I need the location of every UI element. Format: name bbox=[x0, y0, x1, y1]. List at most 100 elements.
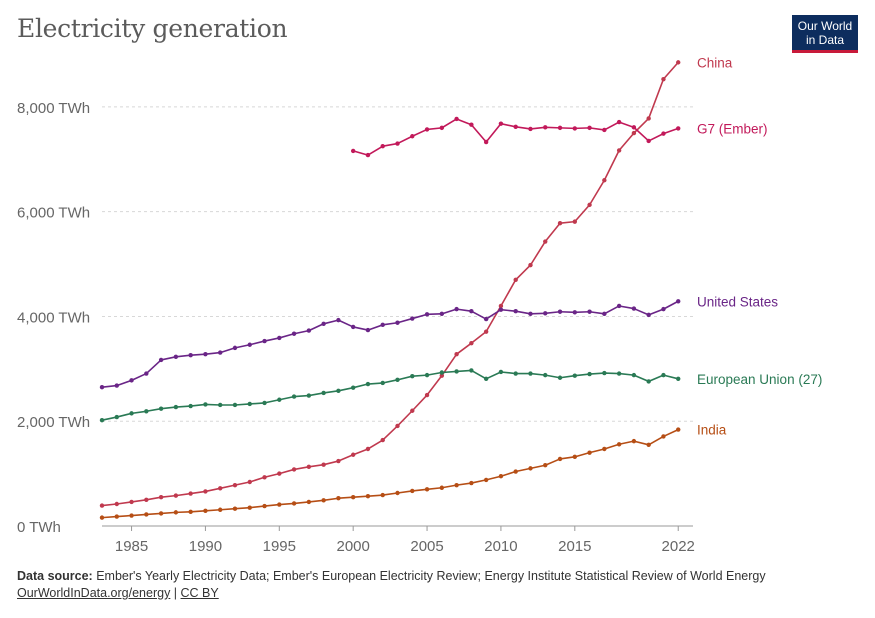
data-point bbox=[380, 437, 385, 443]
data-point bbox=[557, 375, 563, 380]
data-point bbox=[528, 371, 533, 376]
data-point bbox=[395, 423, 400, 429]
data-point bbox=[483, 477, 489, 483]
data-point bbox=[144, 409, 149, 414]
data-point bbox=[602, 178, 607, 183]
data-point bbox=[513, 371, 518, 376]
data-point bbox=[350, 324, 356, 330]
data-point bbox=[336, 388, 341, 394]
data-point bbox=[439, 311, 445, 317]
data-point bbox=[203, 489, 208, 494]
data-point bbox=[247, 401, 252, 407]
data-point bbox=[188, 491, 193, 496]
data-point bbox=[616, 119, 622, 125]
data-point bbox=[262, 400, 267, 406]
data-point bbox=[350, 494, 356, 500]
data-point bbox=[557, 221, 563, 226]
data-point bbox=[173, 493, 179, 498]
series-group bbox=[99, 60, 681, 520]
data-point bbox=[350, 148, 356, 154]
data-point bbox=[144, 497, 149, 503]
x-tick-label: 2000 bbox=[336, 538, 369, 555]
license-link[interactable]: CC BY bbox=[180, 586, 219, 600]
data-point bbox=[350, 452, 356, 457]
logo-line-2: in Data bbox=[805, 33, 845, 47]
data-point bbox=[498, 474, 504, 479]
data-point bbox=[144, 371, 149, 376]
data-point bbox=[528, 126, 533, 132]
data-point bbox=[203, 508, 208, 514]
data-point bbox=[114, 501, 119, 507]
data-point bbox=[454, 306, 459, 312]
data-point bbox=[439, 373, 445, 378]
data-point bbox=[469, 480, 474, 486]
data-point bbox=[469, 122, 474, 127]
data-point bbox=[646, 442, 651, 448]
data-point bbox=[543, 125, 548, 130]
data-point bbox=[587, 309, 592, 314]
owid-logo[interactable]: Our World in Data bbox=[792, 15, 858, 53]
series-label: G7 (Ember) bbox=[697, 121, 768, 136]
data-point bbox=[173, 510, 179, 515]
data-point bbox=[513, 124, 518, 130]
data-point bbox=[454, 369, 459, 374]
data-point bbox=[572, 310, 577, 315]
data-point bbox=[631, 306, 637, 311]
data-point bbox=[188, 353, 193, 358]
data-point bbox=[395, 141, 400, 146]
data-point bbox=[158, 494, 164, 500]
data-point bbox=[306, 393, 312, 398]
data-point bbox=[158, 511, 164, 516]
source-line: Data source: Ember's Yearly Electricity … bbox=[17, 568, 766, 585]
data-point bbox=[262, 338, 267, 344]
data-point bbox=[410, 408, 415, 413]
data-point bbox=[306, 464, 312, 470]
source-label: Data source: bbox=[17, 569, 93, 583]
x-tick-label: 1985 bbox=[115, 538, 148, 555]
data-point bbox=[498, 121, 504, 126]
energy-link[interactable]: OurWorldInData.org/energy bbox=[17, 586, 171, 600]
footer: Data source: Ember's Yearly Electricity … bbox=[17, 568, 766, 602]
data-point bbox=[602, 127, 607, 133]
chart-title: Electricity generation bbox=[17, 14, 288, 43]
data-point bbox=[557, 456, 563, 462]
data-point bbox=[365, 446, 371, 452]
data-point bbox=[99, 515, 105, 520]
data-point bbox=[602, 370, 607, 376]
data-point bbox=[557, 125, 563, 131]
data-point bbox=[247, 342, 252, 347]
data-point bbox=[469, 340, 474, 346]
data-point bbox=[232, 482, 238, 488]
data-point bbox=[602, 446, 607, 452]
data-point bbox=[114, 414, 119, 420]
data-point bbox=[306, 328, 312, 333]
data-point bbox=[616, 371, 622, 376]
data-point bbox=[454, 482, 459, 488]
data-point bbox=[483, 316, 489, 322]
data-point bbox=[498, 307, 504, 312]
data-point bbox=[513, 469, 518, 474]
data-point bbox=[424, 372, 430, 378]
data-point bbox=[277, 471, 282, 476]
data-point bbox=[439, 125, 445, 131]
data-point bbox=[218, 350, 223, 355]
data-point bbox=[306, 499, 312, 505]
data-point bbox=[646, 379, 651, 384]
data-point bbox=[158, 406, 164, 411]
series-label: United States bbox=[697, 294, 778, 309]
data-point bbox=[247, 479, 252, 485]
gridlines bbox=[102, 106, 693, 422]
data-point bbox=[395, 377, 400, 383]
data-point bbox=[424, 392, 430, 398]
x-tick-label: 2015 bbox=[558, 538, 591, 555]
axes: 0 TWh 2,000 TWh 4,000 TWh 6,000 TWh 8,000 TW… bbox=[17, 100, 695, 555]
series-line bbox=[101, 61, 679, 507]
data-point bbox=[247, 505, 252, 510]
data-point bbox=[498, 303, 504, 309]
data-point bbox=[188, 509, 193, 515]
series-line bbox=[101, 428, 679, 519]
data-point bbox=[513, 309, 518, 314]
data-point bbox=[232, 402, 238, 408]
data-point bbox=[410, 373, 415, 379]
data-point bbox=[572, 454, 577, 460]
